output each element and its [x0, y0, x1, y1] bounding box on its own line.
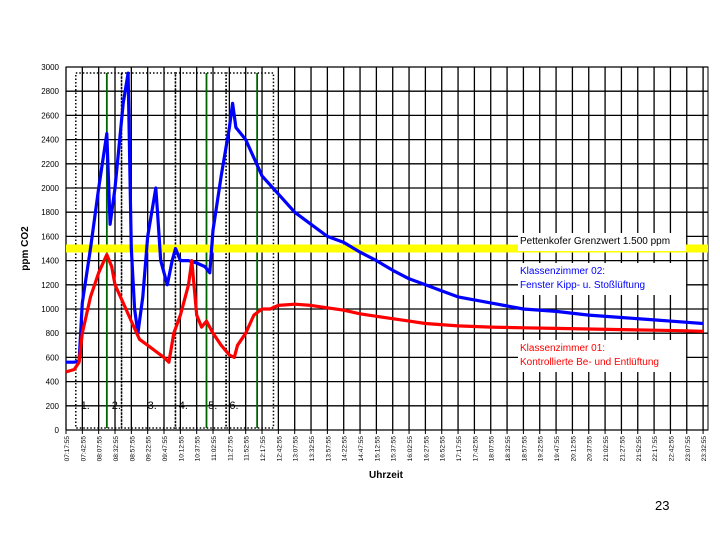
phase-label: 5. — [208, 400, 217, 412]
legend-klassenzimmer-01-text: Kontrollierte Be- und Entlüftung — [520, 357, 659, 368]
y-tick-label: 3000 — [41, 63, 59, 72]
y-tick-label: 1200 — [41, 281, 59, 290]
axes: 0 200 400 600 800 1000 1200 1400 1600 1800 2000 220… — [41, 63, 708, 461]
x-tick-label: 11:52:55 — [244, 436, 251, 461]
x-axis-title: Uhrzeit — [369, 470, 404, 481]
y-tick-label: 600 — [46, 353, 60, 362]
x-tick-label: 20:12:55 — [570, 436, 577, 462]
x-tick-label: 07:17:55 — [64, 436, 71, 462]
y-tick-label: 200 — [46, 402, 60, 411]
phase-label: 6. — [229, 400, 238, 412]
y-tick-label: 800 — [46, 329, 60, 338]
phase-label: 4. — [179, 400, 188, 412]
legend-klassenzimmer-01-bg — [518, 340, 686, 372]
legend-klassenzimmer-02-text: Klassenzimmer 02: — [520, 266, 605, 277]
x-tick-label: 22:17:55 — [652, 436, 659, 462]
x-tick-label: 16:52:55 — [440, 436, 447, 462]
x-tick-label: 08:57:55 — [129, 436, 136, 462]
threshold-label: Pettenkofer Grenzwert 1.500 ppm — [518, 233, 686, 251]
x-tick-label: 14:47:55 — [358, 436, 365, 462]
x-tick-label: 13:32:55 — [309, 436, 316, 462]
legend-klassenzimmer-02: Klassenzimmer 02: Fenster Kipp- u. Stoßlü… — [518, 263, 686, 295]
x-tick-label: 21:27:55 — [619, 436, 626, 462]
x-tick-label: 18:32:55 — [505, 436, 512, 462]
x-tick-label: 15:37:55 — [391, 436, 398, 462]
x-tick-label: 11:02:55 — [211, 436, 218, 461]
x-tick-label: 18:57:55 — [521, 436, 528, 462]
x-tick-label: 09:22:55 — [146, 436, 153, 462]
series-line-klassenzimmer-02 — [66, 71, 704, 364]
x-tick-label: 17:17:55 — [456, 436, 463, 462]
x-tick-label: 12:42:55 — [276, 436, 283, 462]
y-tick-label: 400 — [46, 378, 60, 387]
x-tick-label: 11:27:55 — [227, 436, 234, 461]
y-tick-label: 1400 — [41, 257, 59, 266]
x-tick-label: 21:02:55 — [603, 436, 610, 462]
x-tick-label: 12:17:55 — [260, 436, 267, 462]
x-tick-label: 10:12:55 — [178, 436, 185, 462]
phase-label: 3. — [148, 400, 157, 412]
x-tick-label: 22:42:55 — [668, 436, 675, 462]
chart-labels: 1. 2. 3. 4. 5. 6. Pettenkofer Grenzwert 1.500 … — [20, 226, 686, 481]
x-tick-label: 10:37:55 — [195, 436, 202, 462]
series-lines — [65, 71, 704, 374]
x-tick-label: 20:37:55 — [587, 436, 594, 462]
threshold-label-text: Pettenkofer Grenzwert 1.500 ppm — [520, 236, 670, 247]
x-tick-label: 16:02:55 — [407, 436, 414, 462]
phase-label: 2. — [112, 400, 121, 412]
x-tick-label: 09:47:55 — [162, 436, 169, 462]
legend-klassenzimmer-02-text: Fenster Kipp- u. Stoßlüftung — [520, 280, 645, 291]
x-tick-label: 15:12:55 — [374, 436, 381, 462]
y-tick-label: 1000 — [41, 305, 59, 314]
x-tick-label: 13:57:55 — [325, 436, 332, 462]
x-tick-label: 08:07:55 — [97, 436, 104, 462]
threshold-line — [66, 244, 708, 253]
x-tick-label: 19:22:55 — [538, 436, 545, 462]
y-tick-label: 0 — [55, 426, 60, 435]
x-tick-label: 07:42:55 — [80, 436, 87, 462]
series-line-klassenzimmer-01 — [65, 253, 704, 374]
threshold-band — [66, 244, 708, 253]
threshold-label-bg — [518, 233, 686, 251]
y-tick-label: 1800 — [41, 208, 59, 217]
y-tick-label: 2800 — [41, 87, 59, 96]
x-tick-label: 16:27:55 — [423, 436, 430, 462]
x-tick-label: 14:22:55 — [342, 436, 349, 462]
page-number: 23 — [655, 498, 670, 513]
legend-klassenzimmer-01-text: Klassenzimmer 01: — [520, 343, 605, 354]
x-tick-label: 19:47:55 — [554, 436, 561, 462]
y-axis-title: ppm CO2 — [20, 226, 31, 271]
y-tick-label: 2200 — [41, 160, 59, 169]
y-tick-label: 2000 — [41, 184, 59, 193]
y-tick-label: 2600 — [41, 111, 59, 120]
y-tick-label: 1600 — [41, 232, 59, 241]
x-tick-label: 23:07:55 — [685, 436, 692, 462]
legend-klassenzimmer-01: Klassenzimmer 01: Kontrollierte Be- und E… — [518, 340, 686, 372]
x-tick-label: 23:32:55 — [701, 436, 708, 462]
x-tick-label: 08:32:55 — [113, 436, 120, 462]
x-tick-label: 18:07:55 — [489, 436, 496, 462]
y-tick-label: 2400 — [41, 136, 59, 145]
phase-label: 1. — [81, 400, 90, 412]
x-tick-label: 13:07:55 — [293, 436, 300, 462]
x-tick-label: 17:42:55 — [472, 436, 479, 462]
x-tick-label: 21:52:55 — [636, 436, 643, 462]
legend-klassenzimmer-02-bg — [518, 263, 686, 295]
